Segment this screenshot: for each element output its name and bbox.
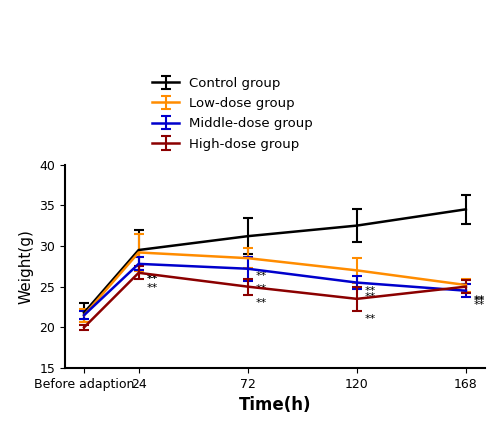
- Text: **: **: [256, 284, 267, 294]
- Text: **: **: [256, 271, 267, 281]
- Text: **: **: [474, 297, 486, 307]
- Text: **: **: [147, 283, 158, 293]
- Text: **: **: [474, 295, 486, 305]
- X-axis label: Time(h): Time(h): [239, 396, 311, 414]
- Text: **: **: [147, 274, 158, 284]
- Text: **: **: [147, 275, 158, 284]
- Y-axis label: Weight(g): Weight(g): [19, 229, 34, 304]
- Text: **: **: [365, 314, 376, 324]
- Text: **: **: [256, 298, 267, 308]
- Text: **: **: [365, 286, 376, 296]
- Legend: Control group, Low-dose group, Middle-dose group, High-dose group: Control group, Low-dose group, Middle-do…: [147, 71, 318, 156]
- Text: **: **: [474, 301, 486, 310]
- Text: **: **: [365, 292, 376, 302]
